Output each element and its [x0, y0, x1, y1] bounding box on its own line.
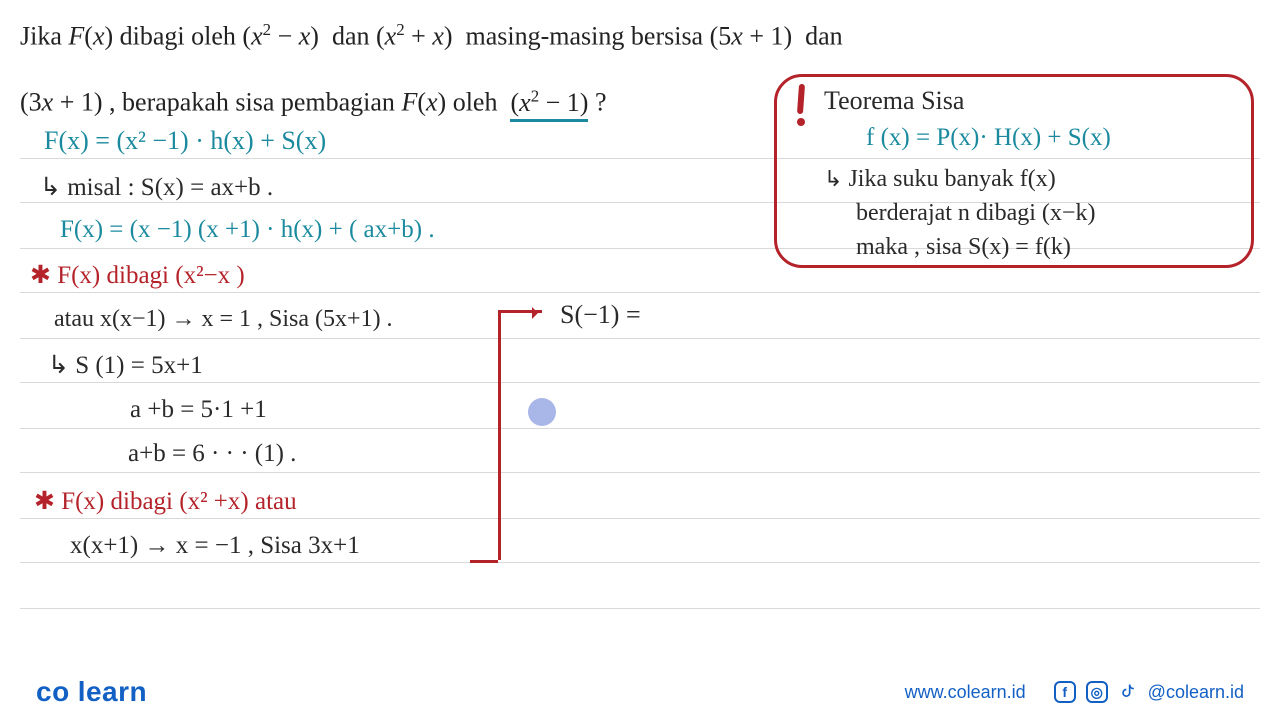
theorem-l1-text: Jika suku banyak f(x) [848, 166, 1055, 192]
theorem-eq: f (x) = P(x)· H(x) + S(x) [866, 124, 1111, 152]
work-l1: F(x) = (x² −1) · h(x) + S(x) [44, 126, 326, 156]
rule [20, 518, 1260, 519]
work-l11: S(−1) = [560, 300, 641, 330]
social-row: f ◎ @colearn.id [1054, 681, 1244, 703]
rule [20, 608, 1260, 609]
page-root: Jika F(x) dibagi oleh (x2 − x) dan (x2 +… [0, 0, 1280, 720]
work-l10: x(x+1) → x = −1 , Sisa 3x+1 [70, 532, 360, 560]
work-l6: ↳ S (1) = 5x+1 [48, 350, 203, 380]
work-l4: ✱ F(x) dibagi (x²−x ) [30, 260, 245, 290]
rule [20, 338, 1260, 339]
rule [20, 382, 1260, 383]
footer-url[interactable]: www.colearn.id [905, 682, 1026, 703]
theorem-l2: berderajat n dibagi (x−k) [856, 200, 1095, 227]
facebook-icon[interactable]: f [1054, 681, 1076, 703]
tiktok-icon[interactable] [1118, 681, 1138, 703]
work-l8: a+b = 6 · · · (1) . [128, 440, 296, 468]
question-line-1: Jika F(x) dibagi oleh (x2 − x) dan (x2 +… [20, 20, 843, 52]
theorem-l1: ↳ Jika suku banyak f(x) [824, 166, 1056, 193]
theorem-l3: maka , sisa S(x) = f(k) [856, 234, 1071, 261]
rule [20, 292, 1260, 293]
instagram-icon[interactable]: ◎ [1086, 681, 1108, 703]
rule [20, 562, 1260, 563]
red-connector-arrow [498, 310, 542, 313]
work-l5: atau x(x−1) → x = 1 , Sisa (5x+1) . [54, 306, 393, 333]
rule [20, 428, 1260, 429]
rule [20, 472, 1260, 473]
work-l3: F(x) = (x −1) (x +1) · h(x) + ( ax+b) . [60, 216, 435, 244]
work-l7: a +b = 5·1 +1 [130, 396, 267, 424]
footer: colearn www.colearn.id f ◎ @colearn.id [0, 664, 1280, 720]
brand-logo: colearn [36, 676, 147, 708]
question-line-2: (3x + 1) , berapakah sisa pembagian F(x)… [20, 86, 607, 118]
red-connector-v [498, 310, 501, 560]
red-connector-tail [470, 560, 498, 563]
theorem-title: Teorema Sisa [824, 86, 964, 116]
social-handle[interactable]: @colearn.id [1148, 682, 1244, 703]
work-l9: ✱ F(x) dibagi (x² +x) atau [34, 486, 297, 516]
exclamation-icon [790, 84, 812, 128]
cursor-blob [528, 398, 556, 426]
work-l2: ↳ misal : S(x) = ax+b . [40, 172, 273, 202]
